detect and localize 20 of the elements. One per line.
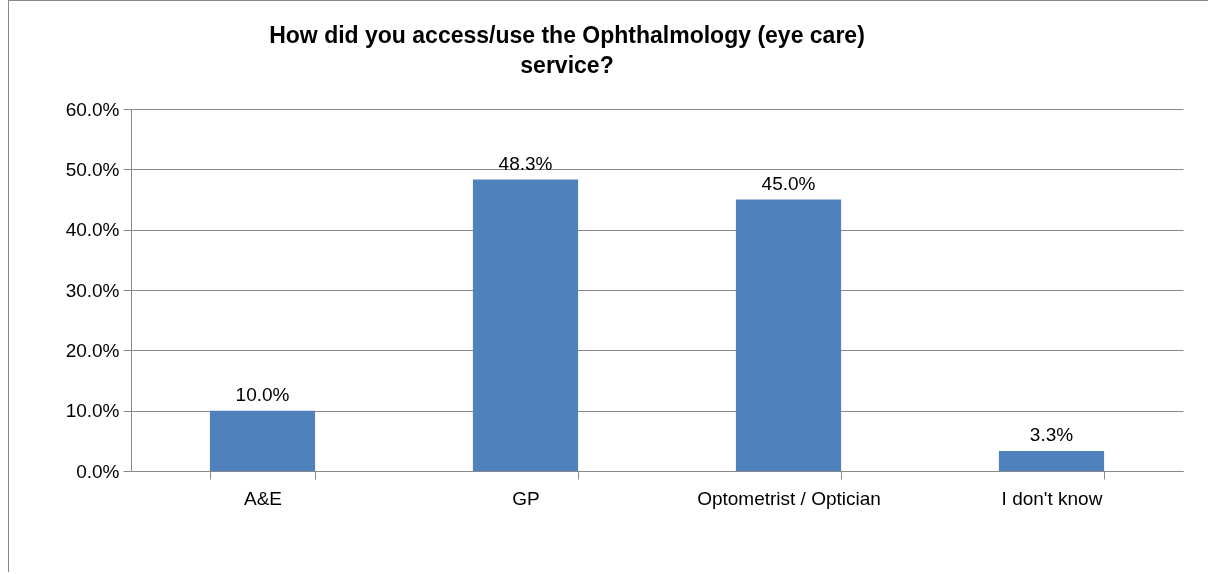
x-tick-label: I don't know bbox=[1001, 487, 1103, 509]
y-tick-label: 50.0% bbox=[65, 158, 120, 180]
y-tick-label: 60.0% bbox=[65, 98, 120, 120]
y-tick-label: 20.0% bbox=[65, 339, 120, 361]
y-tick-label: 40.0% bbox=[65, 219, 120, 241]
data-label: 48.3% bbox=[498, 152, 553, 174]
y-tick-label: 0.0% bbox=[76, 460, 120, 482]
x-tick-label: Optometrist / Optician bbox=[697, 487, 881, 509]
bar bbox=[209, 410, 316, 471]
x-tick-label: GP bbox=[512, 487, 540, 509]
y-tick-label: 10.0% bbox=[65, 400, 120, 422]
data-label: 45.0% bbox=[761, 172, 816, 194]
bar bbox=[472, 179, 579, 471]
data-label: 3.3% bbox=[1029, 424, 1074, 446]
chart-title: How did you access/use the Ophthalmology (eye care) service? bbox=[269, 22, 865, 78]
y-tick-label: 30.0% bbox=[65, 279, 120, 301]
bar bbox=[998, 451, 1105, 471]
data-label: 10.0% bbox=[235, 383, 290, 405]
bar bbox=[735, 199, 842, 471]
x-tick-label: A&E bbox=[243, 487, 283, 509]
